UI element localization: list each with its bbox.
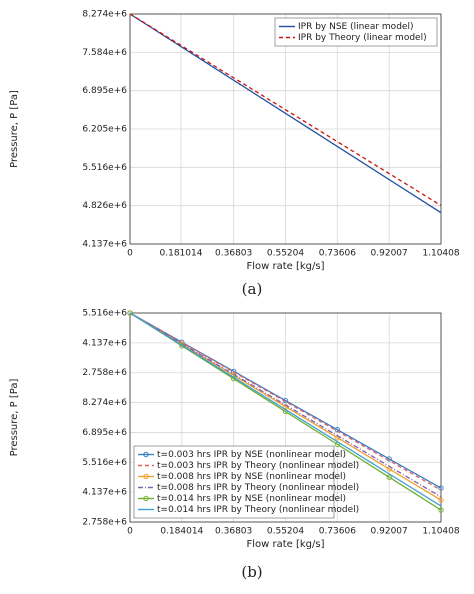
plot-frame [129,13,442,245]
y-tick-label: 5.516e+6 [82,458,127,468]
legend-label: IPR by Theory (linear model) [298,33,427,43]
y-axis-label: Pressure, P [Pa] [9,379,20,457]
x-tick-label: 0.36803 [215,249,252,259]
legend-box [274,17,438,47]
legend-marker [143,451,149,458]
legend-label: t=0.003 hrs IPR by NSE (nonlinear model) [157,450,346,460]
y-tick-label: 6.895e+6 [82,86,127,96]
x-tick-label: 0.55204 [267,527,304,537]
y-tick-label: 7.584e+6 [82,48,127,58]
series-line [129,13,442,214]
x-tick-label: 0.73606 [319,249,356,259]
x-tick-label: 0.36803 [215,527,252,537]
x-tick-label: 0.92007 [371,527,408,537]
x-tick-label: 0.181014 [160,249,203,259]
y-tick-label: 2.758e+6 [82,368,127,378]
plot-frame [129,312,442,523]
x-axis-label: Flow rate [kg/s] [246,539,324,550]
y-tick-label: 5.516e+6 [82,309,127,319]
marker [438,485,444,491]
legend-box [133,445,335,519]
legend-label: IPR by NSE (linear model) [298,22,413,32]
y-tick-label: 4.137e+6 [82,488,127,498]
marker [438,497,444,503]
legend-label: t=0.014 hrs IPR by Theory (nonlinear mod… [157,505,359,515]
x-tick-label: 1.10408 [422,527,459,537]
y-tick-label: 8.274e+6 [82,10,127,20]
y-tick-label: 5.516e+6 [82,163,127,173]
y-tick-label: 4.137e+6 [82,338,127,348]
marker [386,474,392,480]
y-tick-label: 6.895e+6 [82,428,127,438]
x-axis-label: Flow rate [kg/s] [246,261,324,272]
x-tick-label: 0.55204 [267,249,304,259]
legend-label: t=0.003 hrs IPR by Theory (nonlinear mod… [157,461,359,471]
y-axis-label: Pressure, P [Pa] [9,90,20,168]
x-tick-label: 0.92007 [371,249,408,259]
legend-label: t=0.008 hrs IPR by Theory (nonlinear mod… [157,483,359,493]
legend-label: t=0.008 hrs IPR by NSE (nonlinear model) [157,472,346,482]
y-tick-label: 4.826e+6 [82,201,127,211]
y-tick-label: 4.137e+6 [82,240,127,250]
legend-marker [143,473,149,480]
caption: (b) [241,563,262,581]
marker [127,310,133,316]
marker [334,427,340,433]
x-tick-label: 0 [127,249,133,259]
series-line [129,13,442,207]
x-tick-label: 0 [127,527,133,537]
series-line [129,312,442,491]
series-line [129,312,442,507]
y-tick-label: 2.758e+6 [82,518,127,528]
y-tick-label: 6.205e+6 [82,125,127,135]
marker [438,507,444,513]
legend-marker [143,495,149,502]
legend-label: t=0.014 hrs IPR by NSE (nonlinear model) [157,494,346,504]
y-tick-label: 8.274e+6 [82,398,127,408]
x-tick-label: 1.10408 [422,249,459,259]
caption: (a) [242,280,263,298]
x-tick-label: 0.73606 [319,527,356,537]
x-tick-label: 0.184014 [160,527,203,537]
